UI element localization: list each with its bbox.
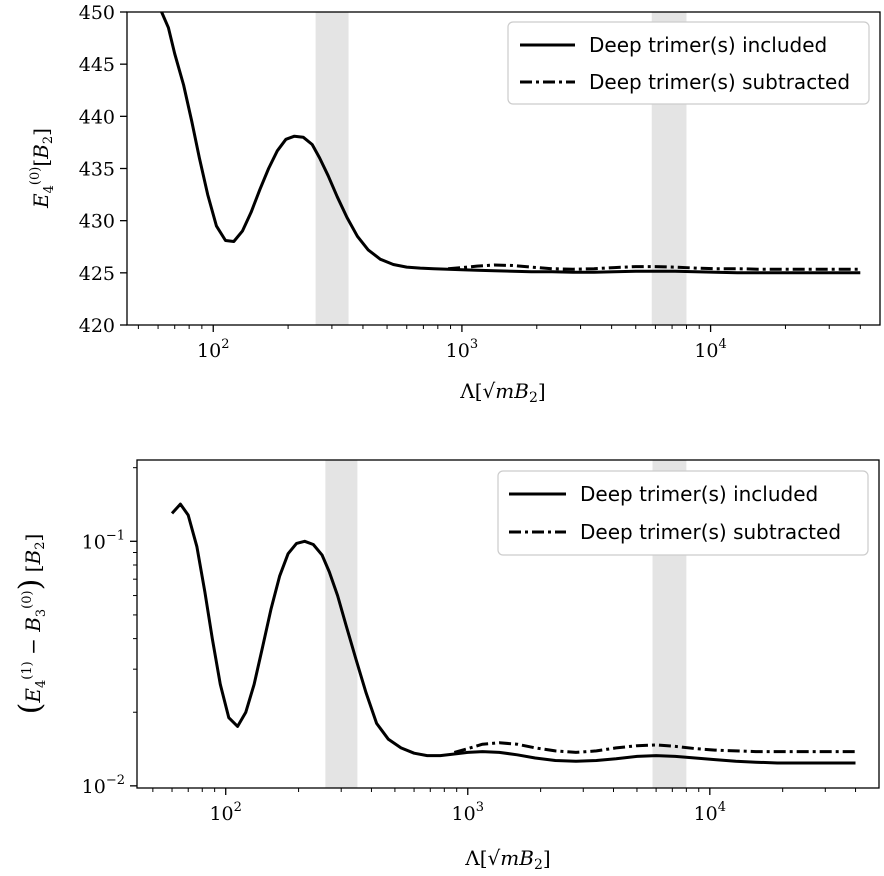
bottom-panel: 10−1 10−2 102 103 104 Λ[√mB2] (E4(1) − B3(0…	[13, 459, 880, 873]
bottom-legend-label-subtracted: Deep trimer(s) subtracted	[580, 520, 841, 544]
top-series-group	[160, 12, 861, 275]
bottom-y-tick-label: 10−1	[82, 528, 125, 553]
bottom-legend-label-included: Deep trimer(s) included	[580, 482, 818, 506]
bottom-plot-frame	[136, 459, 880, 789]
bottom-series-subtracted-line	[453, 741, 856, 754]
bottom-x-ticks: 102 103 104	[152, 788, 857, 825]
bottom-x-tick-label: 104	[694, 800, 726, 825]
top-shaded-band-1	[315, 12, 349, 325]
bottom-x-axis-label: Λ[√mB2]	[464, 846, 550, 873]
bottom-y-ticks: 10−1 10−2	[82, 467, 137, 798]
top-x-tick-label: 103	[446, 337, 478, 362]
top-y-tick-label: 420	[79, 315, 115, 337]
top-y-tick-label: 450	[79, 2, 115, 24]
top-y-tick-label: 440	[79, 106, 115, 128]
top-legend-label-subtracted: Deep trimer(s) subtracted	[589, 70, 850, 94]
bottom-x-tick-label: 102	[209, 800, 241, 825]
top-x-ticks: 102 103 104	[137, 325, 861, 362]
top-series-subtracted-line	[447, 263, 861, 271]
bottom-legend-box	[497, 470, 869, 556]
bottom-series-group	[170, 502, 856, 765]
bottom-y-tick-label: 10−2	[82, 773, 125, 798]
top-legend: Deep trimer(s) included Deep trimer(s) s…	[507, 21, 870, 105]
bottom-legend: Deep trimer(s) included Deep trimer(s) s…	[497, 470, 869, 556]
bottom-y-axis-label: (E4(1) − B3(0)) [B2]	[13, 534, 49, 715]
top-y-ticks: 420 425 430 435 440 445 450	[79, 2, 127, 337]
top-y-tick-label: 430	[79, 211, 115, 233]
bottom-x-tick-label: 103	[452, 800, 484, 825]
top-x-axis-label: Λ[√mB2]	[459, 379, 545, 406]
top-series-included-line	[160, 12, 861, 275]
bottom-series-included-line	[170, 502, 856, 765]
bottom-shaded-band-1	[325, 460, 358, 788]
top-x-tick-label: 102	[197, 337, 229, 362]
top-y-axis-label: E4(0)[B2]	[28, 128, 57, 209]
top-y-tick-label: 425	[79, 263, 115, 285]
top-x-tick-label: 104	[694, 337, 726, 362]
top-y-tick-label: 445	[79, 54, 115, 76]
top-legend-box	[507, 21, 870, 105]
top-legend-label-included: Deep trimer(s) included	[589, 33, 827, 57]
top-y-tick-label: 435	[79, 159, 115, 181]
